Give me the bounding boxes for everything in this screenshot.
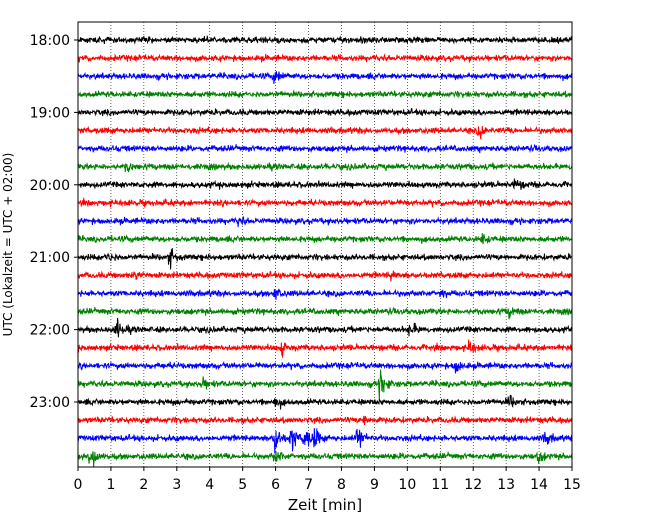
- x-tick-label: 0: [74, 477, 83, 493]
- x-axis-label: Zeit [min]: [288, 496, 362, 514]
- x-tick-label: 10: [398, 477, 416, 493]
- x-tick-label: 6: [271, 477, 280, 493]
- y-tick-label: 21:00: [30, 250, 70, 266]
- trace-1930: [77, 143, 573, 154]
- trace-1845: [77, 89, 573, 99]
- trace-2015: [77, 197, 573, 208]
- y-tick-label: 20:00: [30, 178, 70, 194]
- x-tick-label: 14: [530, 477, 548, 493]
- x-tick-label: 12: [464, 477, 482, 493]
- trace-2000: [77, 178, 573, 190]
- x-tick-label: 5: [238, 477, 247, 493]
- x-tick-label: 4: [205, 477, 214, 493]
- x-tick-label: 8: [337, 477, 346, 493]
- x-tick-label: 11: [431, 477, 449, 493]
- trace-2130: [77, 288, 573, 300]
- x-tick-label: 15: [563, 477, 581, 493]
- trace-2215: [77, 339, 573, 358]
- trace-2115: [77, 270, 573, 282]
- trace-2030: [77, 216, 573, 228]
- y-tick-label: 22:00: [30, 323, 70, 339]
- x-tick-label: 2: [139, 477, 148, 493]
- x-tick-label: 9: [370, 477, 379, 493]
- x-axis-ticks: 0 1 2 3 4 5 6 7 8 9 10 11 12 13 14 15: [74, 467, 581, 493]
- trace-2315: [77, 415, 573, 426]
- y-axis-ticks: 18:00 19:00 20:00 21:00 22:00 23:00: [30, 33, 78, 411]
- trace-2345: [77, 451, 573, 468]
- trace-2245: [77, 369, 573, 401]
- trace-2200: [77, 317, 573, 338]
- trace-2300: [77, 394, 573, 410]
- y-tick-label: 23:00: [30, 395, 70, 411]
- trace-2330: [77, 428, 573, 454]
- y-tick-label: 19:00: [30, 105, 70, 121]
- x-tick-label: 7: [304, 477, 313, 493]
- y-axis-label: UTC (Lokalzeit = UTC + 02:00): [1, 153, 15, 337]
- trace-1915: [77, 125, 573, 140]
- plot-frame: [77, 21, 573, 468]
- trace-1900: [77, 107, 573, 117]
- y-tick-label: 18:00: [30, 33, 70, 49]
- trace-2100: [77, 248, 573, 270]
- grid-layer: [110, 22, 540, 467]
- trace-2145: [77, 306, 573, 320]
- trace-1830: [77, 71, 573, 85]
- trace-1800: [77, 35, 573, 45]
- trace-2045: [77, 233, 573, 245]
- trace-1815: [77, 53, 573, 63]
- x-tick-label: 13: [497, 477, 515, 493]
- traces-layer: [77, 35, 573, 468]
- trace-1945: [77, 161, 573, 173]
- x-tick-label: 3: [172, 477, 181, 493]
- trace-2230: [77, 361, 573, 374]
- x-tick-label: 1: [106, 477, 115, 493]
